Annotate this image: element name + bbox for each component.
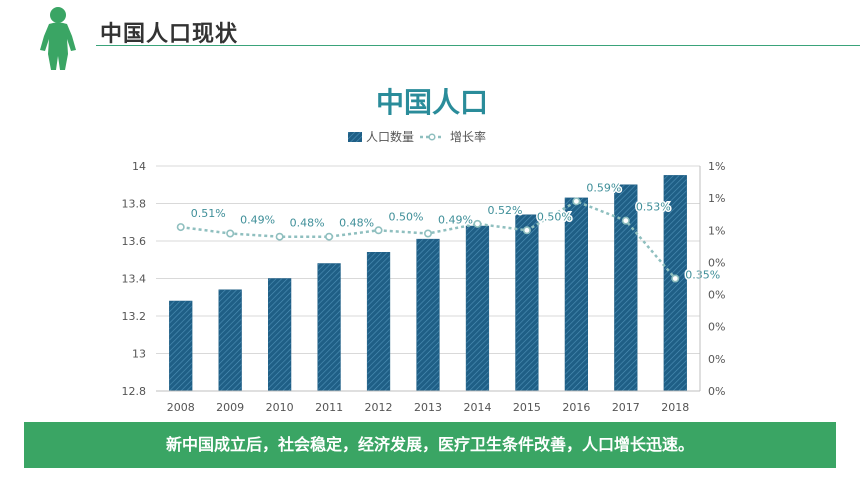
x-tick-label: 2009 — [216, 401, 244, 414]
x-tick-label: 2012 — [365, 401, 393, 414]
x-tick-label: 2015 — [513, 401, 541, 414]
bar — [465, 225, 490, 392]
title-divider — [96, 45, 860, 46]
growth-rate-point — [423, 229, 432, 238]
y2-tick-label: 0% — [708, 385, 725, 398]
y-tick-label: 13 — [132, 348, 146, 361]
growth-rate-point — [621, 216, 630, 225]
bar — [317, 263, 341, 392]
population-chart: 中国人口 0.51% 0.49% 0.48% 0.48% 0.50% 0.49% 0.52%… — [122, 86, 726, 414]
x-tick-label: 2013 — [414, 401, 442, 414]
x-tick-label: 2017 — [612, 401, 640, 414]
x-tick-label: 2016 — [562, 401, 590, 414]
growth-rate-label: 0.59% — [586, 181, 621, 194]
y-tick-label: 13.4 — [122, 273, 147, 286]
chart-legend: 人口数量 增长率 — [348, 129, 486, 144]
growth-rate-label: 0.48% — [290, 217, 325, 230]
legend-swatch-bar — [348, 132, 362, 142]
page-title: 中国人口现状 — [100, 22, 239, 47]
person-icon — [40, 7, 76, 70]
y2-tick-label: 0% — [708, 321, 725, 334]
y2-tick-label: 1% — [708, 224, 725, 237]
growth-rate-label: 0.50% — [537, 210, 572, 223]
bar — [169, 300, 193, 392]
growth-rate-point — [176, 223, 185, 232]
growth-rate-point — [226, 229, 235, 238]
bar — [366, 252, 391, 392]
chart-title: 中国人口 — [376, 86, 488, 119]
y-tick-label: 13.8 — [122, 198, 147, 211]
y2-tick-label: 1% — [708, 160, 725, 173]
bar — [515, 214, 539, 392]
growth-rate-point — [325, 232, 334, 241]
growth-rate-point — [374, 226, 383, 235]
growth-rate-label: 0.35% — [685, 269, 720, 282]
y2-tick-label: 0% — [708, 256, 725, 269]
growth-rate-label: 0.48% — [339, 217, 374, 230]
y-tick-label: 14 — [132, 160, 146, 173]
y2-tick-label: 1% — [708, 192, 725, 205]
summary-banner: 新中国成立后，社会稳定，经济发展，医疗卫生条件改善，人口增长迅速。 — [24, 422, 836, 468]
x-tick-label: 2011 — [315, 401, 343, 414]
legend-label-bar: 人口数量 — [366, 129, 414, 144]
growth-rate-point — [522, 226, 531, 235]
y-tick-label: 13.2 — [122, 310, 147, 323]
y-tick-label: 12.8 — [122, 385, 147, 398]
growth-rate-label: 0.50% — [389, 210, 424, 223]
x-tick-label: 2010 — [266, 401, 294, 414]
y2-tick-label: 0% — [708, 289, 725, 302]
growth-rate-label: 0.51% — [191, 207, 226, 220]
growth-rate-point — [473, 219, 482, 228]
growth-rate-point — [572, 197, 581, 206]
bar — [614, 184, 638, 392]
x-tick-label: 2014 — [463, 401, 491, 414]
growth-rate-label: 0.53% — [636, 201, 671, 214]
growth-rate-label: 0.52% — [487, 204, 522, 217]
y-tick-label: 13.6 — [122, 235, 147, 248]
growth-rate-point — [671, 274, 680, 283]
growth-rate-label: 0.49% — [240, 214, 275, 227]
bar — [564, 197, 588, 392]
x-tick-label: 2018 — [661, 401, 689, 414]
x-tick-label: 2008 — [167, 401, 195, 414]
growth-rate-label: 0.49% — [438, 214, 473, 227]
bar — [218, 289, 242, 392]
legend-label-line: 增长率 — [450, 129, 486, 144]
bar — [268, 278, 292, 392]
bar — [416, 238, 440, 392]
growth-rate-point — [275, 232, 284, 241]
legend-marker-line — [428, 133, 436, 141]
y2-tick-label: 0% — [708, 353, 725, 366]
